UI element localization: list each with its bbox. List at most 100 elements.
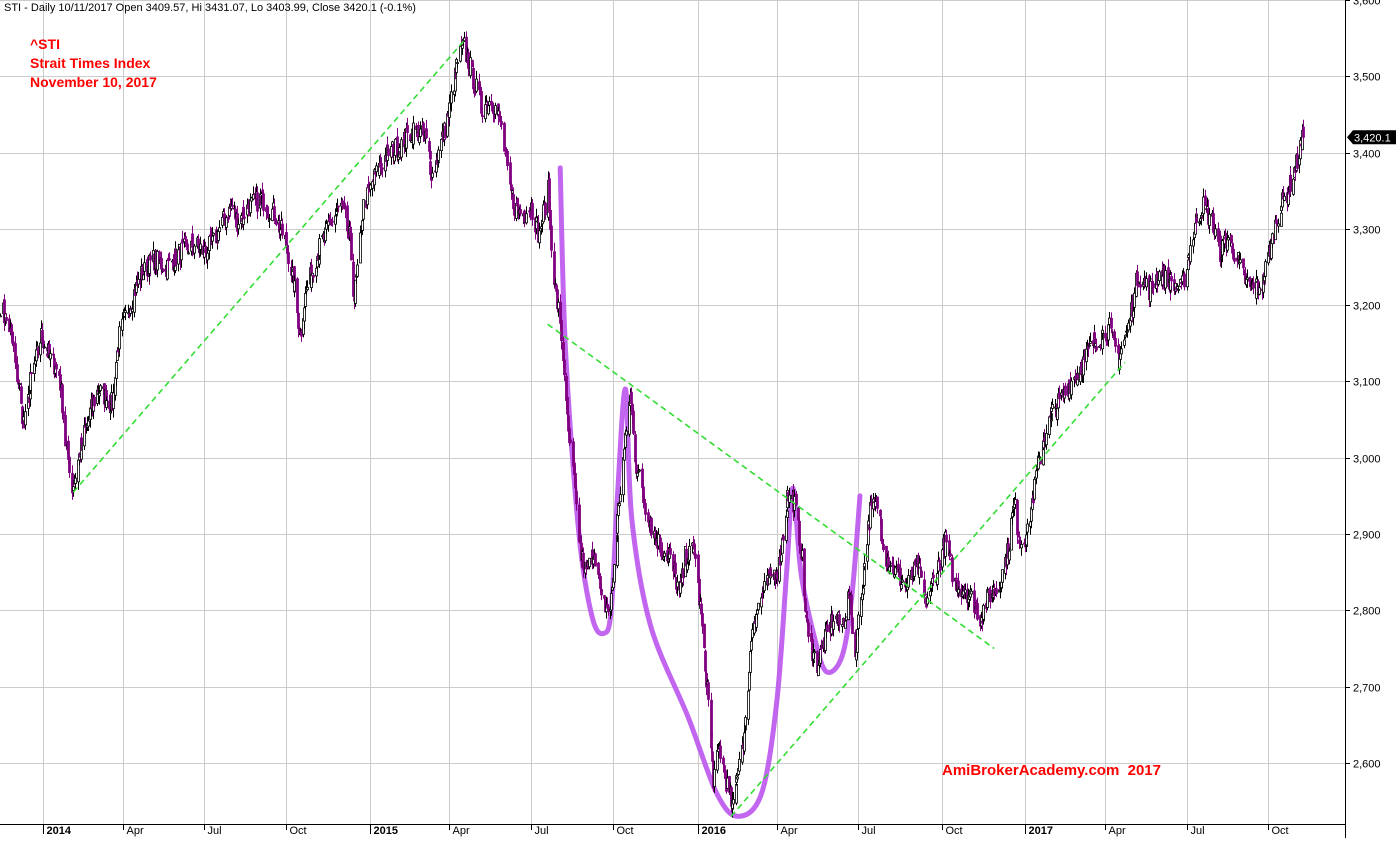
candle-body: [281, 223, 284, 236]
candle-body: [456, 62, 459, 65]
candle-body: [1020, 544, 1023, 549]
candle-body: [1008, 550, 1011, 561]
candle-body: [625, 430, 628, 436]
candle-body: [723, 765, 726, 771]
candle-body: [1101, 329, 1104, 334]
candle-body: [1025, 534, 1028, 546]
candle-body: [804, 598, 807, 612]
candle-body: [472, 67, 475, 90]
candle-body: [719, 745, 722, 759]
candle-body: [847, 591, 850, 621]
candle-body: [844, 620, 847, 629]
candle-body: [1233, 257, 1236, 262]
last-price-marker: 3,420.1: [1347, 130, 1396, 145]
candle-body: [619, 494, 622, 503]
candle-body: [1214, 228, 1217, 237]
candle-body: [795, 493, 798, 505]
candle-body: [826, 624, 829, 632]
candle-body: [863, 567, 866, 586]
candle-body: [569, 439, 572, 443]
candle-body: [610, 593, 613, 611]
candle-body: [1010, 517, 1013, 551]
candle-body: [1056, 408, 1059, 420]
candle-body: [713, 769, 716, 787]
x-tick-label: Oct: [617, 825, 634, 837]
candle-body: [920, 570, 923, 578]
candle-body: [574, 478, 577, 489]
trendline: [730, 361, 1126, 817]
candle-body: [630, 391, 633, 405]
candle-body: [337, 205, 340, 208]
candle-body: [588, 557, 591, 568]
candle-body: [0, 315, 2, 318]
candle-body: [304, 292, 307, 307]
candle-body: [191, 233, 194, 248]
candle-body: [525, 213, 528, 224]
candle-body: [206, 252, 209, 261]
candle-body: [1001, 569, 1004, 583]
trendline: [72, 37, 467, 493]
x-tick-label: Jul: [1191, 825, 1205, 837]
candle-body: [459, 46, 462, 62]
candle-body: [303, 307, 306, 322]
candle-body: [1045, 433, 1048, 446]
candle-body: [857, 614, 860, 629]
candle-body: [618, 503, 621, 507]
candle-body: [879, 509, 882, 517]
candle-body: [1177, 288, 1180, 291]
candle-body: [750, 641, 753, 651]
candle-body: [296, 278, 299, 314]
x-tick-label: Jul: [208, 825, 222, 837]
candle-body: [24, 411, 27, 426]
y-tick-label: 2,700: [1353, 683, 1381, 695]
candle-body: [1126, 330, 1129, 333]
candle-body: [331, 220, 334, 223]
candle-body: [5, 317, 8, 321]
candle-body: [30, 372, 33, 375]
candle-body: [1133, 292, 1136, 308]
candle-body: [688, 545, 691, 561]
y-tick-label: 2,900: [1353, 530, 1381, 542]
candle-body: [43, 346, 46, 349]
candle-body: [1258, 287, 1261, 295]
candle-body: [538, 230, 541, 244]
candle-body: [744, 717, 747, 727]
candle-body: [381, 167, 384, 170]
last-price-label: 3,420.1: [1354, 132, 1391, 144]
candle-body: [1239, 259, 1242, 264]
x-tick-label: Oct: [290, 825, 307, 837]
candle-body: [124, 310, 127, 313]
candle-body: [49, 353, 52, 360]
candle-body: [1183, 273, 1186, 288]
candle-body: [788, 494, 791, 503]
y-tick-label: 3,600: [1353, 0, 1381, 8]
candle-body: [676, 581, 679, 588]
y-tick-label: 3,500: [1353, 72, 1381, 84]
candle-body: [506, 159, 509, 167]
candle-body: [819, 649, 822, 664]
candle-body: [856, 629, 859, 653]
candle-body: [735, 783, 738, 804]
candle-body: [1123, 339, 1126, 346]
candle-body: [418, 136, 421, 144]
candle-body: [186, 243, 189, 251]
candle-body: [636, 472, 639, 477]
candle-body: [1145, 278, 1148, 288]
candle-body: [1264, 261, 1267, 277]
candle-body: [786, 510, 789, 518]
candle-body: [663, 552, 666, 557]
candle-body: [419, 128, 422, 137]
candle-body: [227, 216, 230, 220]
candle-body: [39, 342, 42, 356]
candle-body: [1064, 385, 1067, 396]
candle-body: [565, 376, 568, 401]
candle-body: [1200, 215, 1203, 218]
candle-body: [440, 139, 443, 152]
candle-body: [1252, 282, 1255, 289]
candle-body: [638, 469, 641, 472]
candle-body: [80, 437, 83, 444]
candle-body: [738, 758, 741, 772]
candle-body: [193, 245, 196, 254]
candle-body: [918, 562, 921, 578]
candle-body: [143, 262, 146, 272]
